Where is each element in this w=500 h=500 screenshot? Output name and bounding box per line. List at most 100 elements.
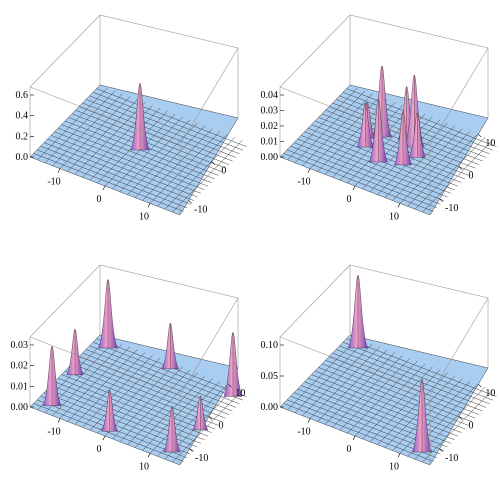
x-tick-label: 10 <box>139 461 149 472</box>
mesh-line <box>142 378 213 451</box>
mesh-line <box>392 128 463 201</box>
mesh-line <box>325 359 476 419</box>
x-tick <box>57 168 61 173</box>
mesh-line <box>318 117 469 176</box>
y-tick <box>478 383 482 388</box>
y-tick-label: 0 <box>221 166 226 177</box>
z-tick-label: 0.02 <box>11 361 29 372</box>
x-tick <box>57 418 61 423</box>
x-tick <box>397 453 401 458</box>
z-tick-label: 0.00 <box>261 152 279 163</box>
y-tick-label: 0 <box>219 421 224 432</box>
mesh-line <box>78 106 230 165</box>
x-tick-label: 0 <box>97 444 102 455</box>
mesh-line <box>134 375 206 448</box>
y-tick <box>188 200 192 204</box>
mesh-line <box>321 113 473 173</box>
mesh-line <box>112 366 183 440</box>
surface-floor <box>279 334 489 466</box>
x-tick <box>352 435 356 441</box>
x-tick-label: 10 <box>389 461 399 472</box>
x-tick-label: -10 <box>47 427 60 438</box>
mesh-line <box>157 134 228 207</box>
mesh-line <box>384 125 456 198</box>
x-tick-label: 10 <box>139 211 149 222</box>
surface-plot-top-right: 0.04 0.03 0.02 0.01 0.00 -10 0 10 10 0 -10 <box>261 14 497 222</box>
surface-plot-bottom-right: 0.10 0.05 0.00 -10 0 10 10 0 -10 <box>261 264 497 472</box>
x-tick-label: 10 <box>389 211 399 222</box>
mesh-line <box>96 88 247 147</box>
mesh-line <box>89 345 240 405</box>
z-tick-label: 0.01 <box>261 137 279 148</box>
x-tick <box>147 203 151 208</box>
mesh-line <box>119 369 191 442</box>
x-tick <box>307 418 311 423</box>
z-tick-label: 0.10 <box>261 340 279 351</box>
mesh-line <box>346 338 497 397</box>
mesh-line <box>335 349 487 408</box>
y-tick-label: 0 <box>469 421 474 432</box>
z-tick-label: 0.4 <box>16 111 29 122</box>
z-tick-label: 0.00 <box>261 402 279 413</box>
mesh-line <box>369 369 441 442</box>
mesh-line <box>321 363 473 423</box>
z-tick-label: 0.03 <box>261 106 279 117</box>
x-tick <box>307 168 311 173</box>
mesh-line <box>64 370 216 430</box>
x-tick-label: -10 <box>297 177 310 188</box>
mesh-line <box>399 131 471 204</box>
mesh-line <box>85 99 237 158</box>
mesh-line <box>346 88 497 147</box>
y-tick <box>211 161 216 165</box>
z-tick-label: 0.01 <box>11 381 29 392</box>
mesh-line <box>339 345 490 405</box>
mesh-line <box>92 91 244 151</box>
x-tick-label: -10 <box>47 177 60 188</box>
mesh-line <box>82 352 233 412</box>
x-tick-label: -10 <box>297 427 310 438</box>
mesh-line <box>82 102 233 162</box>
x-tick-label: 0 <box>347 444 352 455</box>
mesh-line <box>71 363 223 423</box>
y-tick <box>189 448 193 453</box>
y-tick-label: 0 <box>469 171 474 182</box>
mesh-line <box>75 109 226 169</box>
mesh-line <box>332 352 483 412</box>
mesh-line <box>134 125 206 198</box>
x-tick <box>147 453 151 458</box>
z-tick-label: 0.03 <box>11 340 29 351</box>
y-tick <box>458 166 463 170</box>
mesh-line <box>92 341 244 401</box>
y-tick <box>208 416 213 420</box>
x-tick <box>397 203 401 208</box>
x-tick <box>352 185 356 191</box>
mesh-line <box>149 381 221 454</box>
mesh-line <box>85 349 237 408</box>
mesh-line <box>422 139 493 213</box>
mesh-line <box>314 370 466 430</box>
mesh-line <box>89 95 240 155</box>
y-tick <box>228 383 232 388</box>
mesh-line <box>149 131 221 204</box>
mesh-line <box>392 378 463 451</box>
y-tick-label: 10 <box>235 388 245 399</box>
y-tick <box>439 198 443 203</box>
y-tick-label: 10 <box>485 388 495 399</box>
mesh-line <box>119 119 191 192</box>
mesh-line <box>172 389 243 463</box>
y-tick <box>478 133 482 138</box>
mesh-line <box>422 389 493 463</box>
z-tick-label: 0.02 <box>261 121 279 132</box>
mesh-line <box>68 367 219 426</box>
y-tick-label: 10 <box>485 138 495 149</box>
mesh-line <box>112 116 183 190</box>
y-tick-label: -10 <box>445 203 458 214</box>
surface-plot-bottom-left: 0.03 0.02 0.01 0.00 -10 0 10 10 0 -10 <box>11 264 247 472</box>
z-tick-label: 0.00 <box>11 402 29 413</box>
mesh-line <box>362 366 433 440</box>
y-tick-label: -10 <box>445 453 458 464</box>
mesh-line <box>328 356 480 415</box>
x-tick-label: 0 <box>347 194 352 205</box>
y-tick-label: -10 <box>195 453 208 464</box>
